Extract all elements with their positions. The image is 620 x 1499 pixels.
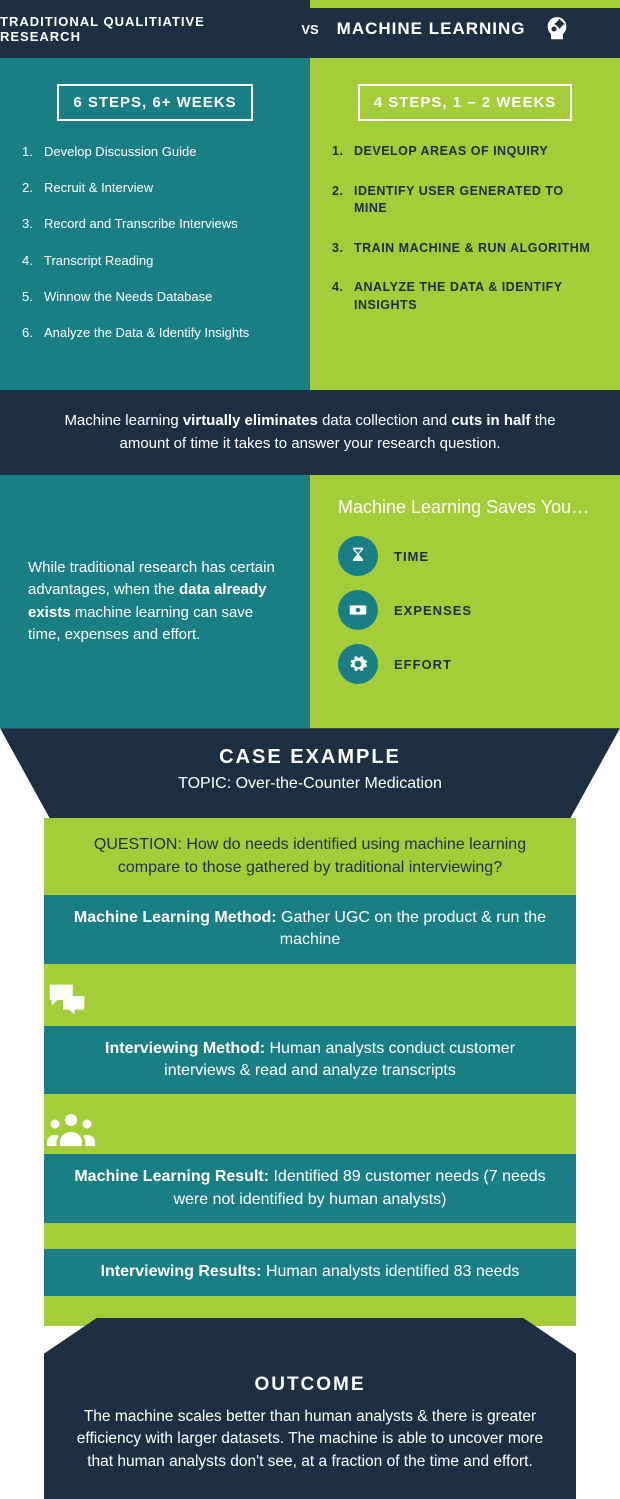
comparison-section: 6 STEPS, 6+ WEEKS Develop Discussion Gui…: [0, 58, 620, 390]
ml-steps: DEVELOP AREAS OF INQUIRY IDENTIFY USER G…: [332, 143, 598, 314]
hourglass-icon: [338, 536, 378, 576]
traditional-steps: Develop Discussion Guide Recruit & Inter…: [22, 143, 288, 342]
interview-result-row: Interviewing Results: Human analysts ide…: [44, 1249, 576, 1295]
chat-icon: [44, 964, 576, 1026]
list-item: TRAIN MACHINE & RUN ALGORITHM: [332, 240, 598, 258]
money-icon: [338, 590, 378, 630]
ml-result-row: Machine Learning Result: Identified 89 c…: [44, 1154, 576, 1223]
case-body-wrap: QUESTION: How do needs identified using …: [0, 818, 620, 1326]
list-item: Winnow the Needs Database: [22, 288, 288, 306]
saves-section: While traditional research has certain a…: [0, 475, 620, 728]
outcome-text: The machine scales better than human ana…: [74, 1406, 546, 1473]
saves-right: Machine Learning Saves You… TIME EXPENSE…: [310, 475, 620, 728]
outcome-section: OUTCOME The machine scales better than h…: [0, 1318, 620, 1499]
ml-column: 4 STEPS, 1 – 2 WEEKS DEVELOP AREAS OF IN…: [310, 58, 620, 390]
list-item: Develop Discussion Guide: [22, 143, 288, 161]
save-item-time: TIME: [338, 536, 592, 576]
list-item: Transcript Reading: [22, 252, 288, 270]
header: TRADITIONAL QUALITIATIVE RESEARCH VS MAC…: [0, 0, 620, 58]
saves-left-text: While traditional research has certain a…: [0, 475, 310, 728]
traditional-title: 6 STEPS, 6+ WEEKS: [57, 84, 252, 121]
case-topic: TOPIC: Over-the-Counter Medication: [0, 775, 620, 793]
case-question: QUESTION: How do needs identified using …: [44, 818, 576, 895]
ml-title: 4 STEPS, 1 – 2 WEEKS: [358, 84, 573, 121]
list-item: IDENTIFY USER GENERATED TO MINE: [332, 183, 598, 218]
summary-band: Machine learning virtually eliminates da…: [0, 390, 620, 475]
saves-title: Machine Learning Saves You…: [338, 497, 592, 518]
outcome-heading: OUTCOME: [74, 1374, 546, 1396]
list-item: Analyze the Data & Identify Insights: [22, 324, 288, 342]
infographic: TRADITIONAL QUALITIATIVE RESEARCH VS MAC…: [0, 0, 620, 1499]
people-icon: [44, 1094, 576, 1154]
header-left-title: TRADITIONAL QUALITIATIVE RESEARCH: [0, 0, 293, 58]
save-item-effort: EFFORT: [338, 644, 592, 684]
header-right-label: MACHINE LEARNING: [337, 19, 526, 39]
case-heading: CASE EXAMPLE: [0, 746, 620, 769]
header-vs: VS: [293, 0, 326, 58]
list-item: ANALYZE THE DATA & IDENTIFY INSIGHTS: [332, 279, 598, 314]
traditional-column: 6 STEPS, 6+ WEEKS Develop Discussion Gui…: [0, 58, 310, 390]
case-header: CASE EXAMPLE TOPIC: Over-the-Counter Med…: [0, 728, 620, 818]
gear-icon: [338, 644, 378, 684]
header-right-title: MACHINE LEARNING: [327, 0, 620, 58]
case-body: QUESTION: How do needs identified using …: [44, 818, 576, 1326]
list-item: Recruit & Interview: [22, 179, 288, 197]
ml-method-row: Machine Learning Method: Gather UGC on t…: [44, 895, 576, 964]
list-item: Record and Transcribe Interviews: [22, 215, 288, 233]
save-item-expenses: EXPENSES: [338, 590, 592, 630]
head-gears-icon: [540, 12, 574, 46]
list-item: DEVELOP AREAS OF INQUIRY: [332, 143, 598, 161]
interview-method-row: Interviewing Method: Human analysts cond…: [44, 1026, 576, 1095]
